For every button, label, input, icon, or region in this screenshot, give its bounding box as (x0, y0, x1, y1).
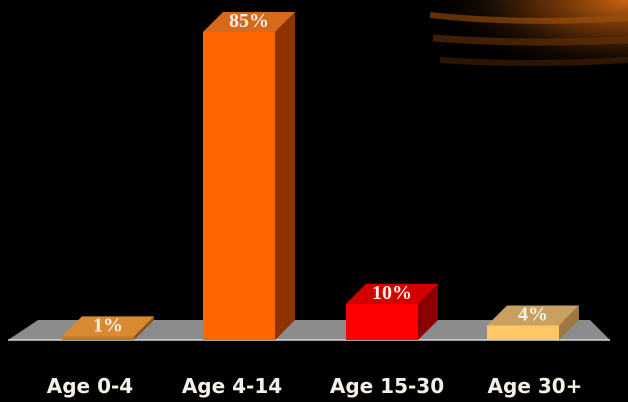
bar-0 (62, 316, 154, 340)
category-label: Age 15-30 (330, 374, 444, 398)
bar-side (134, 316, 154, 340)
bar-2 (346, 283, 438, 340)
bar-1 (203, 12, 295, 340)
bar-3 (487, 305, 579, 340)
bar-side (418, 283, 438, 340)
decorative-glow (425, 0, 628, 80)
bar-front (203, 32, 275, 340)
category-label: Age 30+ (488, 374, 583, 398)
data-label: 1% (93, 314, 123, 336)
bar-top (487, 305, 579, 326)
category-label: Age 4-14 (182, 374, 282, 398)
bar-top (62, 316, 154, 337)
bar-front (62, 336, 134, 340)
data-label: 10% (372, 282, 412, 304)
bar-side (275, 12, 295, 340)
category-label: Age 0-4 (47, 374, 133, 398)
bar-side (559, 305, 579, 340)
data-label: 4% (518, 304, 548, 326)
bar-top (346, 283, 438, 304)
data-label: 85% (229, 10, 269, 32)
bar-front (346, 303, 418, 340)
floor-plane (8, 320, 610, 340)
bar-front (487, 325, 559, 340)
bar-top (203, 12, 295, 32)
